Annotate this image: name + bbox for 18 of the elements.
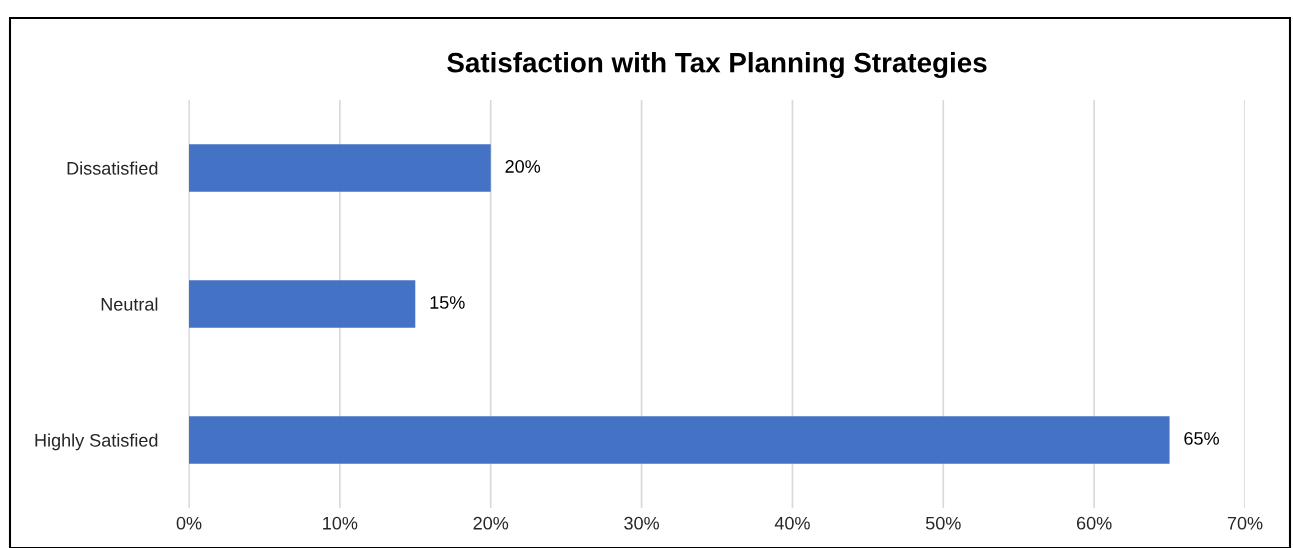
y-tick-label: Highly Satisfied: [35, 433, 158, 451]
x-tick-label: 50%: [925, 516, 961, 530]
x-tick-label: 60%: [1076, 516, 1112, 530]
x-tick-label: 30%: [624, 516, 659, 530]
x-tick-label: 20%: [473, 516, 509, 530]
data-label: 15%: [430, 296, 465, 309]
data-label: 65%: [1184, 432, 1219, 445]
data-label: 20%: [505, 160, 541, 173]
bar: [189, 144, 491, 192]
x-tick-label: 10%: [323, 516, 358, 530]
y-tick-label: Dissatisfied: [67, 161, 158, 175]
y-tick-label: Neutral: [101, 297, 158, 311]
x-tick-label: 70%: [1227, 516, 1263, 530]
x-tick-label: 0%: [176, 516, 202, 530]
bar: [189, 280, 416, 328]
x-tick-label: 40%: [774, 516, 810, 530]
bar: [189, 416, 1170, 464]
chart-title: Satisfaction with Tax Planning Strategies: [447, 52, 987, 79]
